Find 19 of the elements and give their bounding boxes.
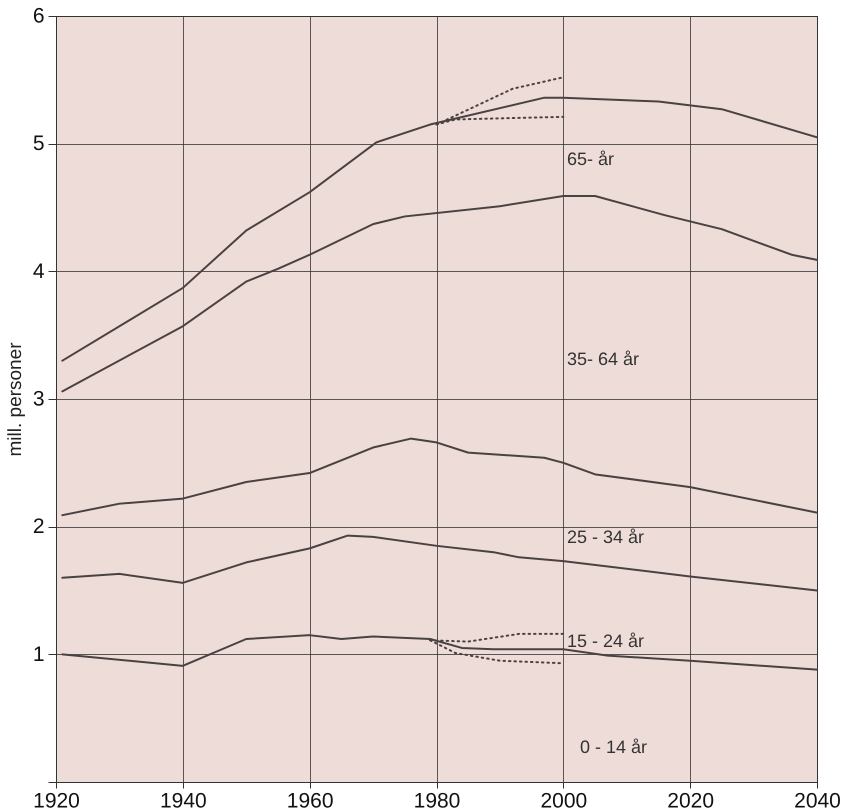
annotation: 15 - 24 år <box>567 631 644 651</box>
y-tick-label: 3 <box>32 388 44 410</box>
y-tick-label: 5 <box>32 132 44 156</box>
x-tick-label: 2020 <box>667 790 714 811</box>
x-tick-label: 1960 <box>286 790 334 811</box>
annotation: 65- år <box>567 149 614 169</box>
x-tick-label: 2040 <box>794 790 841 811</box>
x-tick-label: 2000 <box>540 790 588 811</box>
y-tick-label: 4 <box>32 260 45 283</box>
x-tick-label: 1940 <box>160 790 207 811</box>
y-tick-label: 6 <box>32 4 44 28</box>
y-tick-label: 2 <box>32 515 44 538</box>
y-tick-label: 1 <box>32 642 44 666</box>
annotation: 35- 64 år <box>567 349 640 369</box>
x-tick-label: 1920 <box>33 790 80 811</box>
annotation: 25 - 34 år <box>567 527 644 547</box>
y-axis-title: mill. personer <box>4 342 26 457</box>
x-tick-label: 1980 <box>414 790 460 811</box>
annotation: 0 - 14 år <box>580 737 648 757</box>
